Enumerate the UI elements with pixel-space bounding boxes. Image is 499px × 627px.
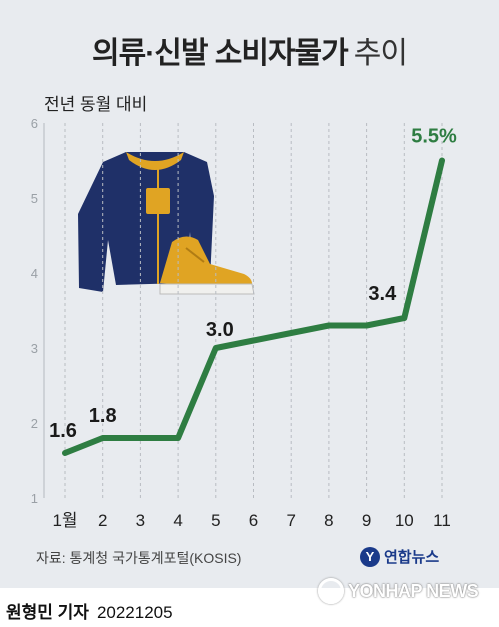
x-tick-label: 9 <box>362 511 371 530</box>
y-tick-label: 3 <box>31 341 38 356</box>
y-tick-label: 1 <box>31 491 38 506</box>
title-bold: 의류·신발 소비자물가 <box>92 37 349 70</box>
watermark-text: YONHAP NEWS <box>348 580 479 601</box>
data-label: 1.6 <box>49 420 77 442</box>
x-tick-label: 3 <box>136 511 145 530</box>
yonhap-logo: Y 연합뉴스 <box>360 546 439 567</box>
line-chart: 1 2 3 4 5 6 1월 2 3 4 5 6 7 8 9 10 11 1.6 1.8 3.0 3.4 5.5% <box>31 116 457 530</box>
title-light: 추이 <box>353 37 408 70</box>
y-tick-label: 4 <box>31 266 38 281</box>
chart-subtitle: 전년 동월 대비 <box>44 95 148 114</box>
data-label: 1.8 <box>89 405 117 427</box>
y-tick-label: 5 <box>31 191 38 206</box>
data-point <box>290 332 293 334</box>
data-point <box>64 452 66 454</box>
data-label: 5.5% <box>411 126 457 148</box>
x-tick-label: 11 <box>433 511 451 530</box>
data-point <box>403 317 406 319</box>
reporter-name: 원형민 기자 <box>6 603 89 622</box>
chart-title: 의류·신발 소비자물가 추이 <box>0 28 499 72</box>
x-tick-label: 10 <box>395 511 414 530</box>
data-point <box>365 324 368 327</box>
data-point <box>101 437 104 439</box>
data-point <box>327 324 330 327</box>
yonhap-mark-icon: Y <box>360 546 380 567</box>
y-tick-label: 6 <box>31 116 38 131</box>
watermark-circle-icon <box>318 578 344 604</box>
x-tick-label: 1월 <box>52 511 77 530</box>
y-tick-label: 2 <box>31 416 38 431</box>
publish-date: 20221205 <box>96 603 173 622</box>
sneaker-icon <box>159 236 255 295</box>
data-point <box>252 339 255 342</box>
data-point <box>139 437 142 439</box>
x-tick-label: 4 <box>173 511 182 530</box>
source-note: 자료: 통계청 국가통계포털(KOSIS) <box>36 550 242 566</box>
logo-text: 연합뉴스 <box>384 549 440 566</box>
data-label: 3.4 <box>368 283 397 305</box>
reporter-line: 원형민 기자 20221205 <box>6 598 173 623</box>
label-layer: 1.6 1.8 3.0 3.4 5.5% <box>48 126 457 444</box>
data-point <box>214 347 217 349</box>
data-label: 3.0 <box>206 319 234 341</box>
x-tick-label: 7 <box>286 511 295 530</box>
series-layer <box>62 157 445 456</box>
axis-layer: 1 2 3 4 5 6 1월 2 3 4 5 6 7 8 9 10 11 <box>31 116 451 530</box>
x-tick-label: 6 <box>249 511 258 530</box>
x-tick-label: 2 <box>98 511 107 530</box>
watermark: YONHAP NEWS <box>318 578 479 604</box>
x-tick-label: 5 <box>211 511 220 530</box>
x-tick-label: 8 <box>324 511 333 530</box>
data-point <box>441 159 443 162</box>
data-point <box>177 437 180 439</box>
